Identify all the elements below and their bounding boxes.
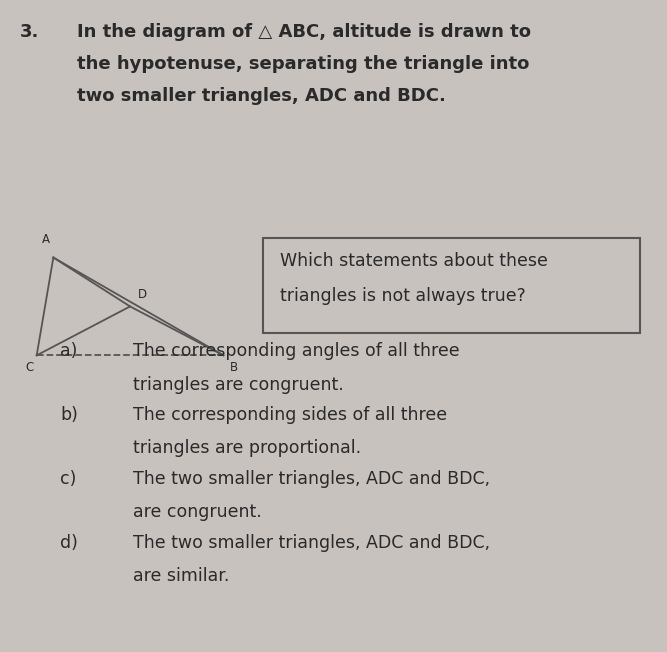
Text: a): a) <box>60 342 77 361</box>
Text: D: D <box>138 288 147 301</box>
FancyBboxPatch shape <box>263 238 640 333</box>
Text: B: B <box>230 361 238 374</box>
Text: are congruent.: are congruent. <box>133 503 262 522</box>
Text: triangles is not always true?: triangles is not always true? <box>280 287 526 305</box>
Text: the hypotenuse, separating the triangle into: the hypotenuse, separating the triangle … <box>77 55 529 73</box>
Text: The two smaller triangles, ADC and BDC,: The two smaller triangles, ADC and BDC, <box>133 470 490 488</box>
Text: In the diagram of △ ABC, altitude is drawn to: In the diagram of △ ABC, altitude is dra… <box>77 23 531 41</box>
Text: triangles are congruent.: triangles are congruent. <box>133 376 344 394</box>
Text: Which statements about these: Which statements about these <box>280 252 548 271</box>
Text: The corresponding angles of all three: The corresponding angles of all three <box>133 342 460 361</box>
Text: 3.: 3. <box>20 23 39 41</box>
Text: A: A <box>42 233 50 246</box>
Text: The corresponding sides of all three: The corresponding sides of all three <box>133 406 448 424</box>
Text: C: C <box>25 361 33 374</box>
Text: c): c) <box>60 470 77 488</box>
Text: are similar.: are similar. <box>133 567 229 585</box>
Text: two smaller triangles, ADC and BDC.: two smaller triangles, ADC and BDC. <box>77 87 446 105</box>
Text: b): b) <box>60 406 78 424</box>
Text: triangles are proportional.: triangles are proportional. <box>133 439 362 458</box>
Text: d): d) <box>60 534 78 552</box>
Text: The two smaller triangles, ADC and BDC,: The two smaller triangles, ADC and BDC, <box>133 534 490 552</box>
